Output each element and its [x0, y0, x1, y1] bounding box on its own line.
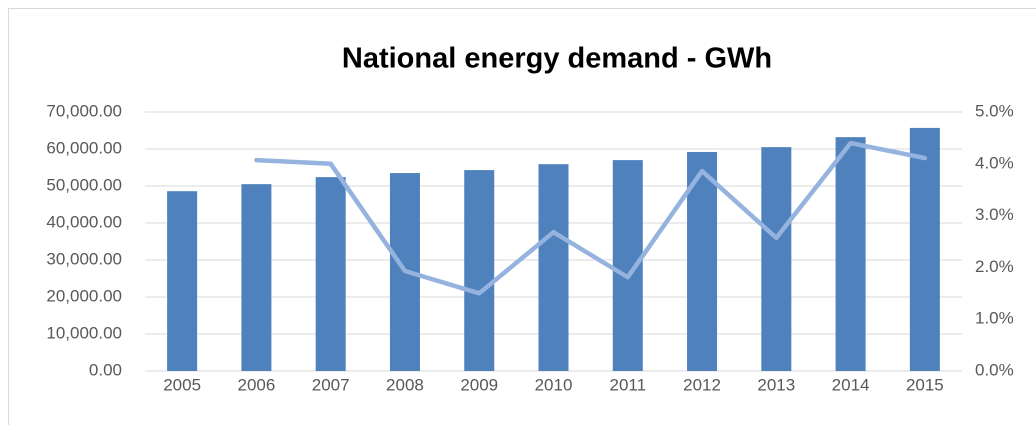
bar: [761, 147, 792, 371]
x-tick-label: 2014: [832, 375, 870, 394]
bar: [464, 170, 495, 371]
bar: [241, 184, 272, 371]
y-tick-label: 30,000.00: [46, 249, 122, 268]
y-tick-label: 70,000.00: [46, 101, 122, 120]
chart-title: National energy demand - GWh: [342, 43, 772, 75]
bar: [315, 177, 346, 371]
y2-tick-label: 1.0%: [975, 309, 1014, 328]
y-tick-label: 40,000.00: [46, 212, 122, 231]
x-tick-label: 2012: [683, 375, 721, 394]
y2-tick-label: 2.0%: [975, 257, 1014, 276]
y2-tick-label: 3.0%: [975, 205, 1014, 224]
bar: [167, 191, 198, 371]
x-tick-label: 2009: [460, 375, 498, 394]
y-tick-label: 0.00: [89, 360, 122, 379]
bar: [909, 127, 940, 371]
x-tick-label: 2007: [312, 375, 350, 394]
x-tick-label: 2008: [386, 375, 424, 394]
x-tick-label: 2010: [535, 375, 573, 394]
y-tick-label: 50,000.00: [46, 175, 122, 194]
y-tick-label: 60,000.00: [46, 138, 122, 157]
y-tick-label: 10,000.00: [46, 323, 122, 342]
bar: [538, 164, 569, 371]
x-tick-label: 2006: [237, 375, 275, 394]
line: [254, 140, 928, 296]
x-tick-label: 2013: [757, 375, 795, 394]
x-tick-label: 2011: [609, 375, 646, 394]
y-tick-label: 20,000.00: [46, 286, 122, 305]
y2-tick-label: 5.0%: [975, 101, 1014, 120]
x-tick-label: 2005: [163, 375, 201, 394]
x-tick-label: 2015: [906, 375, 944, 394]
bar: [835, 137, 866, 371]
y2-tick-label: 4.0%: [975, 153, 1014, 172]
y2-tick-label: 0.0%: [975, 360, 1014, 379]
